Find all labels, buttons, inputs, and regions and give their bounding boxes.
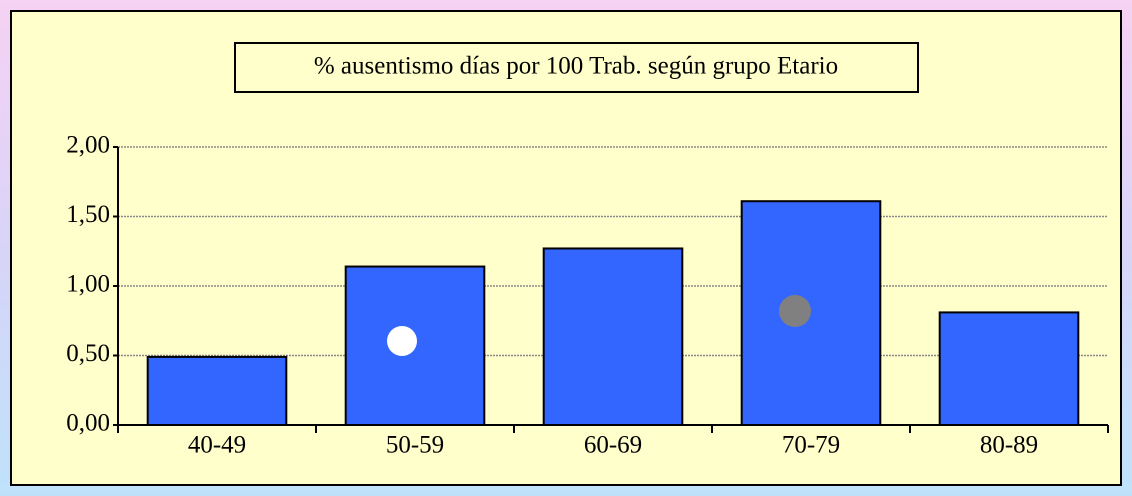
decorative-dot	[387, 326, 417, 356]
bar	[938, 311, 1080, 426]
y-tick-label: 0,00	[66, 410, 110, 437]
x-tick-label: 80-89	[980, 432, 1038, 459]
y-tick-label: 0,50	[66, 340, 110, 367]
x-tick-label: 70-79	[782, 432, 840, 459]
y-tick-label: 1,00	[66, 271, 110, 298]
y-tick-label: 2,00	[66, 132, 110, 159]
title-box	[234, 42, 919, 93]
decorative-dot	[779, 295, 811, 327]
y-tick-label: 1,50	[66, 201, 110, 228]
bar	[146, 355, 288, 427]
plot-area: 0,00 0,50 1,00 1,50 2,00 40-49 50-59 60-69 70-79…	[66, 132, 1109, 459]
bar	[740, 200, 882, 426]
chart-title: % ausentismo días por 100 Trab. según gr…	[314, 53, 838, 80]
x-tick-label: 40-49	[188, 432, 246, 459]
bar	[542, 247, 684, 426]
x-tick-label: 60-69	[584, 432, 642, 459]
x-tick-label: 50-59	[386, 432, 444, 459]
